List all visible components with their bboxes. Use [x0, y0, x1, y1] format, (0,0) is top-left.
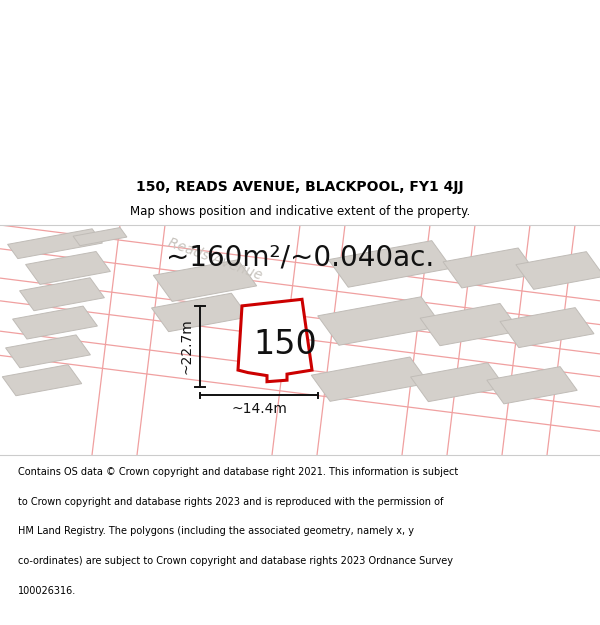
Polygon shape	[443, 248, 537, 288]
Text: 150, READS AVENUE, BLACKPOOL, FY1 4JJ: 150, READS AVENUE, BLACKPOOL, FY1 4JJ	[136, 179, 464, 194]
Text: Reads Avenue: Reads Avenue	[166, 236, 264, 282]
Text: HM Land Registry. The polygons (including the associated geometry, namely x, y: HM Land Registry. The polygons (includin…	[18, 526, 414, 536]
Polygon shape	[328, 241, 452, 288]
Text: ~22.7m: ~22.7m	[179, 319, 193, 374]
Polygon shape	[154, 260, 257, 301]
Text: Map shows position and indicative extent of the property.: Map shows position and indicative extent…	[130, 205, 470, 217]
Polygon shape	[20, 278, 104, 311]
Text: co-ordinates) are subject to Crown copyright and database rights 2023 Ordnance S: co-ordinates) are subject to Crown copyr…	[18, 556, 453, 566]
Polygon shape	[13, 306, 97, 339]
Polygon shape	[516, 252, 600, 289]
Polygon shape	[238, 299, 312, 382]
Polygon shape	[487, 367, 577, 404]
Polygon shape	[410, 362, 505, 402]
Text: to Crown copyright and database rights 2023 and is reproduced with the permissio: to Crown copyright and database rights 2…	[18, 497, 443, 507]
Polygon shape	[500, 308, 594, 348]
Text: ~14.4m: ~14.4m	[231, 402, 287, 416]
Text: Contains OS data © Crown copyright and database right 2021. This information is : Contains OS data © Crown copyright and d…	[18, 467, 458, 477]
Text: 150: 150	[253, 328, 317, 361]
Polygon shape	[2, 364, 82, 396]
Polygon shape	[50, 225, 165, 455]
Polygon shape	[0, 225, 80, 455]
Polygon shape	[152, 293, 248, 332]
Polygon shape	[420, 304, 520, 346]
Polygon shape	[0, 225, 600, 301]
Polygon shape	[318, 297, 442, 345]
Polygon shape	[0, 334, 600, 430]
Polygon shape	[8, 229, 103, 259]
Polygon shape	[311, 357, 429, 401]
Polygon shape	[0, 225, 50, 278]
Polygon shape	[73, 228, 127, 246]
Text: ~160m²/~0.040ac.: ~160m²/~0.040ac.	[166, 244, 434, 272]
Polygon shape	[5, 335, 91, 368]
Polygon shape	[26, 251, 110, 284]
Text: 100026316.: 100026316.	[18, 586, 76, 596]
